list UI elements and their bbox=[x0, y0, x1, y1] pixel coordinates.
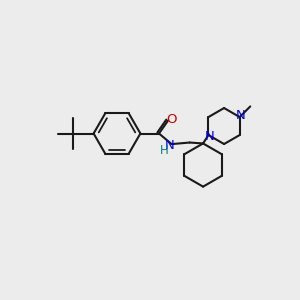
Text: O: O bbox=[167, 113, 177, 126]
Text: H: H bbox=[160, 144, 169, 157]
Text: N: N bbox=[236, 109, 246, 122]
Text: N: N bbox=[205, 130, 214, 143]
Text: N: N bbox=[164, 139, 174, 152]
